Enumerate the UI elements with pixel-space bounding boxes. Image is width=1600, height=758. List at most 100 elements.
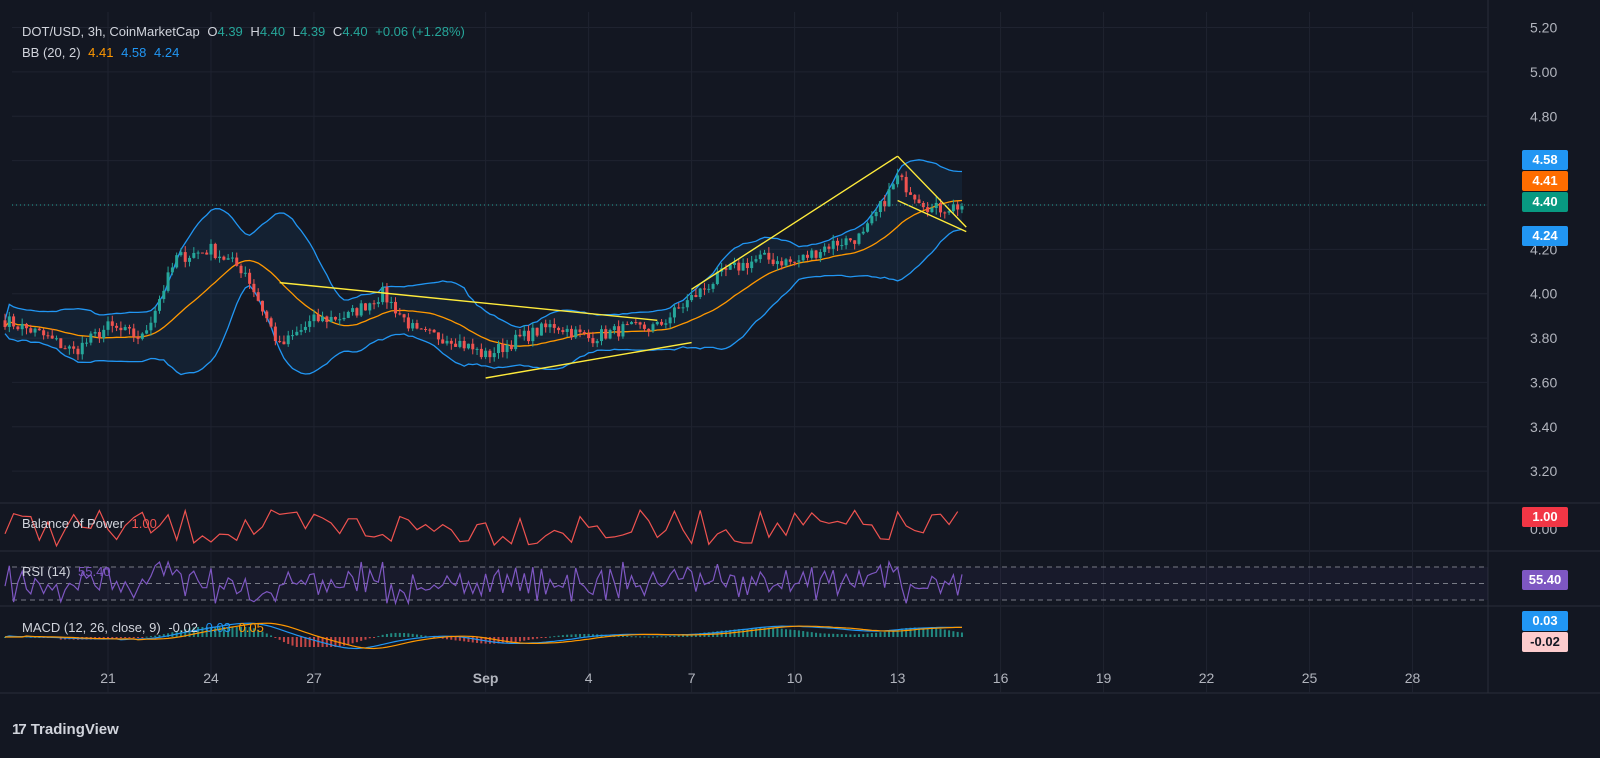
macd-histogram-bar bbox=[879, 632, 882, 637]
macd-histogram-bar bbox=[411, 633, 414, 637]
candle-body bbox=[67, 346, 71, 349]
candle-body bbox=[797, 260, 801, 262]
macd-histogram-bar bbox=[488, 637, 491, 644]
macd-legend[interactable]: MACD (12, 26, close, 9) -0.02 0.03 0.05 bbox=[22, 620, 268, 635]
candle-body bbox=[205, 252, 209, 255]
macd-histogram-bar bbox=[282, 637, 285, 643]
macd-histogram-bar bbox=[845, 634, 848, 637]
candle-body bbox=[690, 295, 694, 301]
candle-body bbox=[140, 333, 144, 339]
candle-body bbox=[509, 344, 513, 350]
macd-histogram-bar bbox=[325, 637, 328, 647]
candle-body bbox=[539, 323, 543, 336]
symbol-title[interactable]: DOT/USD, 3h, CoinMarketCap bbox=[22, 24, 200, 39]
candle-body bbox=[793, 261, 797, 263]
macd-histogram-bar bbox=[939, 628, 942, 637]
candle-body bbox=[565, 328, 569, 332]
candle-body bbox=[394, 301, 398, 314]
rsi-legend[interactable]: RSI (14) 55.40 bbox=[22, 564, 115, 579]
candle-body bbox=[471, 343, 475, 350]
candle-body bbox=[642, 324, 646, 329]
macd-histogram-bar bbox=[943, 629, 946, 637]
bop-legend[interactable]: Balance of Power 1.00 bbox=[22, 516, 161, 531]
macd-histogram-bar bbox=[381, 634, 384, 637]
high-value: 4.40 bbox=[259, 24, 286, 39]
candle-body bbox=[823, 246, 827, 253]
candle-body bbox=[788, 259, 792, 262]
macd-histogram-bar bbox=[819, 633, 822, 637]
candle-body bbox=[432, 329, 436, 333]
candle-body bbox=[230, 257, 234, 259]
candle-body bbox=[273, 326, 277, 342]
candle-body bbox=[89, 333, 93, 343]
macd-histogram-bar bbox=[424, 635, 427, 637]
low-label: L bbox=[292, 24, 300, 39]
candle-body bbox=[265, 311, 269, 319]
macd-histogram-bar bbox=[308, 637, 311, 647]
macd-histogram-bar bbox=[184, 629, 187, 637]
macd-histogram-bar bbox=[463, 637, 466, 642]
macd-histogram-bar bbox=[823, 633, 826, 637]
macd-histogram-bar bbox=[471, 637, 474, 643]
candle-body bbox=[411, 323, 415, 329]
macd-hist-badge: -0.02 bbox=[1522, 632, 1568, 652]
candle-body bbox=[836, 240, 840, 246]
candle-body bbox=[518, 334, 522, 337]
macd-histogram-bar bbox=[544, 637, 547, 638]
candle-body bbox=[381, 287, 385, 303]
candle-body bbox=[827, 246, 831, 249]
candle-body bbox=[419, 328, 423, 330]
candle-body bbox=[252, 283, 256, 293]
tradingview-mark-icon: 17 bbox=[12, 721, 27, 738]
candle-body bbox=[291, 335, 295, 337]
macd-histogram-bar bbox=[235, 627, 238, 637]
candle-body bbox=[544, 323, 548, 328]
macd-histogram-bar bbox=[785, 629, 788, 637]
high-label: H bbox=[250, 24, 260, 39]
macd-histogram-bar bbox=[360, 637, 363, 641]
candle-body bbox=[522, 330, 526, 337]
candle-body bbox=[33, 328, 37, 333]
candle-body bbox=[132, 328, 136, 338]
macd-histogram-bar bbox=[579, 633, 582, 637]
candle-body bbox=[59, 338, 63, 349]
candle-body bbox=[501, 343, 505, 353]
candle-body bbox=[733, 262, 737, 265]
candle-body bbox=[647, 328, 651, 331]
candle-body bbox=[441, 339, 445, 344]
candle-body bbox=[188, 257, 192, 262]
macd-histogram-bar bbox=[364, 637, 367, 640]
candle-body bbox=[926, 207, 930, 213]
candle-body bbox=[97, 332, 101, 339]
tradingview-logo[interactable]: 17 TradingView bbox=[12, 721, 119, 738]
candle-body bbox=[771, 259, 775, 265]
macd-histogram-bar bbox=[643, 636, 646, 638]
rsi-value: 55.40 bbox=[78, 564, 111, 579]
candle-body bbox=[218, 256, 222, 259]
candle-body bbox=[535, 327, 539, 336]
candle-body bbox=[162, 290, 166, 300]
candle-body bbox=[80, 342, 84, 355]
candle-body bbox=[260, 300, 264, 312]
candle-body bbox=[655, 321, 659, 325]
candle-body bbox=[604, 329, 608, 339]
bb-mid-value: 4.41 bbox=[88, 45, 114, 60]
candle-body bbox=[363, 303, 367, 311]
macd-histogram-bar bbox=[295, 637, 298, 647]
candle-body bbox=[192, 252, 196, 258]
macd-histogram-bar bbox=[754, 628, 757, 637]
macd-histogram-bar bbox=[583, 633, 586, 637]
candle-body bbox=[630, 322, 634, 325]
macd-histogram-bar bbox=[390, 633, 393, 637]
candle-body bbox=[63, 348, 67, 350]
price-tick-label: 3.20 bbox=[1530, 463, 1557, 479]
macd-histogram-bar bbox=[158, 635, 161, 637]
bb-legend[interactable]: BB (20, 2) 4.41 4.58 4.24 bbox=[22, 45, 183, 60]
candle-body bbox=[617, 326, 621, 337]
candle-body bbox=[7, 316, 11, 327]
macd-histogram-bar bbox=[278, 637, 281, 640]
candle-body bbox=[698, 288, 702, 298]
change-value: +0.06 (+1.28%) bbox=[375, 24, 465, 39]
